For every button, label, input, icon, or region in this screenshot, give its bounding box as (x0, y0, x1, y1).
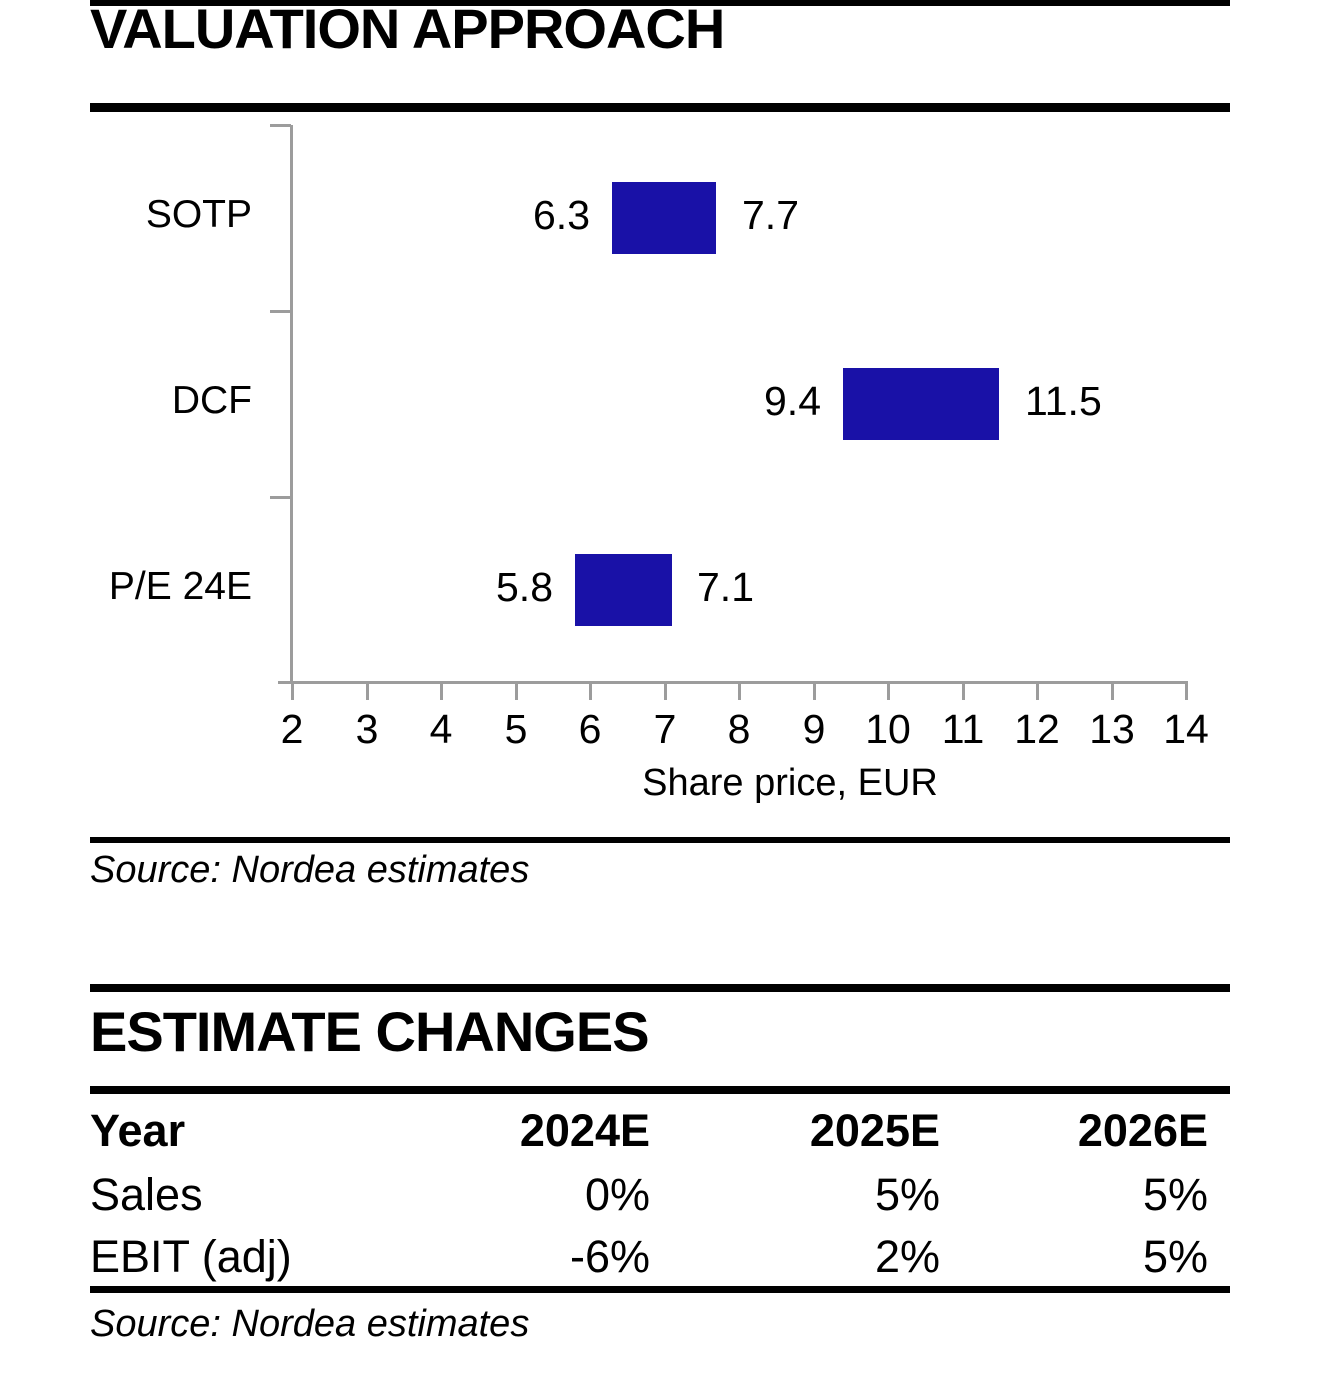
divider (90, 984, 1230, 992)
x-axis-tick (291, 681, 294, 700)
x-axis-tick (813, 681, 816, 700)
x-tick-label: 12 (1014, 706, 1060, 752)
x-tick-label: 3 (355, 706, 379, 752)
x-tick-label: 5 (504, 706, 528, 752)
table-source-note: Source: Nordea estimates (90, 1303, 530, 1345)
column-header: 2026E (1077, 1104, 1208, 1156)
x-tick-label: 8 (727, 706, 751, 752)
estimate-table: Year 2024E 2025E 2026E Sales 0% 5% 5% EBIT (adj)… (90, 1097, 1230, 1287)
x-axis-tick (366, 681, 369, 700)
x-tick-label: 6 (578, 706, 602, 752)
x-axis-tick (440, 681, 443, 700)
x-axis-tick (1111, 681, 1114, 700)
x-axis-tick (515, 681, 518, 700)
cell-value: 5% (1142, 1168, 1208, 1220)
cell-value: 2% (874, 1230, 940, 1282)
category-label: DCF (171, 379, 252, 422)
divider (90, 103, 1230, 112)
x-tick-label: 7 (653, 706, 677, 752)
x-tick-label: 2 (280, 706, 304, 752)
x-axis-tick (1036, 681, 1039, 700)
x-tick-label: 11 (941, 706, 985, 752)
x-tick-label: 4 (429, 706, 453, 752)
bar-high-label: 7.1 (697, 564, 754, 610)
section-title-estimate-changes: ESTIMATE CHANGES (90, 1000, 650, 1063)
x-tick-label: 10 (865, 706, 911, 752)
table-row: EBIT (adj) -6% 2% 5% (90, 1225, 1230, 1287)
divider (90, 1286, 1230, 1293)
x-axis-tick (589, 681, 592, 700)
cell-value: 0% (584, 1168, 650, 1220)
cell-value: 5% (874, 1168, 940, 1220)
x-tick-label: 13 (1089, 706, 1135, 752)
category-axis-tick (270, 124, 291, 127)
column-header: Year (90, 1104, 186, 1156)
bar-low-label: 9.4 (764, 378, 821, 424)
chart-source-note: Source: Nordea estimates (90, 849, 530, 891)
x-axis-tick (962, 681, 965, 700)
category-axis-tick (270, 310, 291, 313)
bar-low-label: 6.3 (533, 192, 590, 238)
x-tick-label: 14 (1163, 706, 1209, 752)
divider (90, 1086, 1230, 1094)
x-axis-tick (664, 681, 667, 700)
section-title-valuation: VALUATION APPROACH (90, 0, 725, 60)
x-axis-line (278, 681, 1188, 684)
range-bar (843, 368, 999, 440)
range-bar (612, 182, 716, 254)
bar-high-label: 11.5 (1025, 378, 1102, 424)
cell-value: 5% (1142, 1230, 1208, 1282)
divider (90, 0, 1230, 6)
category-label: SOTP (145, 193, 252, 236)
table-header-row: Year 2024E 2025E 2026E (90, 1097, 1230, 1163)
range-bar (575, 554, 672, 626)
x-tick-label: 9 (802, 706, 826, 752)
table-row: Sales 0% 5% 5% (90, 1163, 1230, 1225)
x-axis-tick (1185, 681, 1188, 700)
valuation-chart: 2 3 4 5 6 7 8 9 10 11 12 13 14 Share price, EUR SOTP 6.… (108, 124, 1209, 804)
bar-high-label: 7.7 (742, 192, 799, 238)
bar-low-label: 5.8 (496, 564, 553, 610)
divider (90, 837, 1230, 843)
row-label: Sales (90, 1168, 203, 1220)
x-axis-title: Share price, EUR (642, 762, 938, 804)
x-axis-tick (887, 681, 890, 700)
column-header: 2025E (809, 1104, 940, 1156)
category-label: P/E 24E (108, 565, 252, 608)
row-label: EBIT (adj) (90, 1230, 292, 1282)
cell-value: -6% (569, 1230, 650, 1282)
x-axis-tick (738, 681, 741, 700)
y-axis-line (290, 125, 293, 684)
column-header: 2024E (519, 1104, 650, 1156)
category-axis-tick (270, 496, 291, 499)
